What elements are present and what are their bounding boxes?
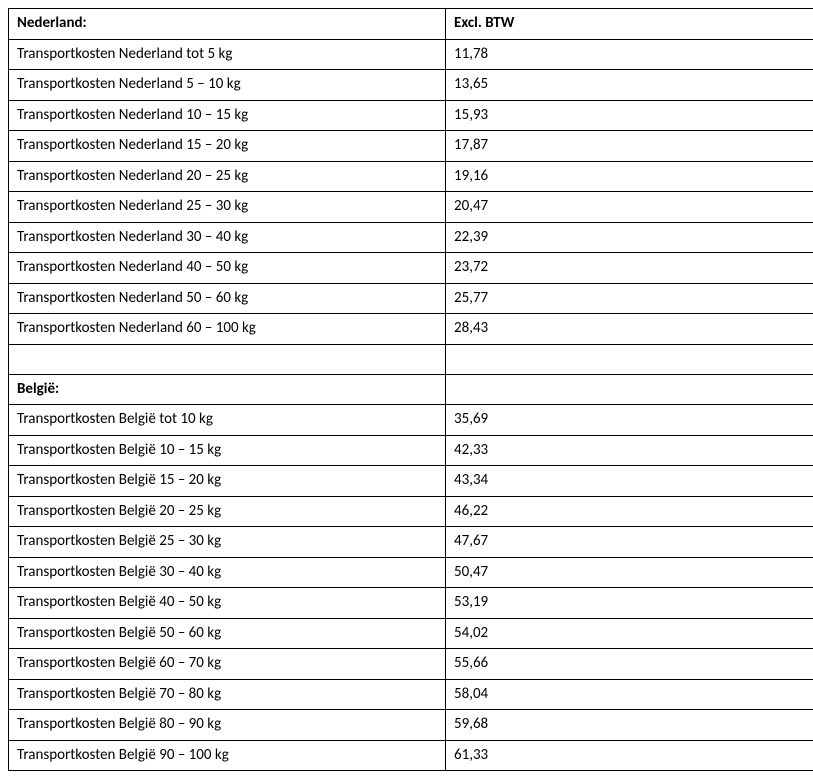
table-row: Transportkosten Nederland 10 – 15 kg15,9… [9, 100, 813, 131]
row-value: 17,87 [446, 131, 813, 162]
row-label: Transportkosten Nederland 25 – 30 kg [9, 192, 446, 223]
table-row: Nederland:Excl. BTW [9, 9, 813, 40]
row-label: Transportkosten België 70 – 80 kg [9, 679, 446, 710]
row-value: 50,47 [446, 557, 813, 588]
section-header-label: Nederland: [9, 9, 446, 40]
row-label: Transportkosten België 30 – 40 kg [9, 557, 446, 588]
row-label: Transportkosten Nederland 5 – 10 kg [9, 70, 446, 101]
row-label: Transportkosten België 90 – 100 kg [9, 740, 446, 771]
spacer-cell [9, 344, 446, 374]
spacer-cell [446, 344, 813, 374]
section-header-value [446, 374, 813, 405]
row-value: 61,33 [446, 740, 813, 771]
row-value: 42,33 [446, 435, 813, 466]
row-label: Transportkosten Nederland 30 – 40 kg [9, 222, 446, 253]
table-row: Transportkosten België 60 – 70 kg55,66 [9, 649, 813, 680]
table-row: Transportkosten België 30 – 40 kg50,47 [9, 557, 813, 588]
table-row: Transportkosten België 15 – 20 kg43,34 [9, 466, 813, 497]
table-row: Transportkosten Nederland 15 – 20 kg17,8… [9, 131, 813, 162]
table-row: Transportkosten België 20 – 25 kg46,22 [9, 496, 813, 527]
table-row: Transportkosten België 70 – 80 kg58,04 [9, 679, 813, 710]
row-value: 58,04 [446, 679, 813, 710]
table-row: Transportkosten België 50 – 60 kg54,02 [9, 618, 813, 649]
row-value: 22,39 [446, 222, 813, 253]
table-row: Transportkosten Nederland 50 – 60 kg25,7… [9, 283, 813, 314]
row-value: 46,22 [446, 496, 813, 527]
row-label: Transportkosten België 20 – 25 kg [9, 496, 446, 527]
row-value: 47,67 [446, 527, 813, 558]
row-label: Transportkosten België 10 – 15 kg [9, 435, 446, 466]
section-header-value: Excl. BTW [446, 9, 813, 40]
row-label: Transportkosten België 40 – 50 kg [9, 588, 446, 619]
table-row: Transportkosten België 10 – 15 kg42,33 [9, 435, 813, 466]
row-label: Transportkosten Nederland 50 – 60 kg [9, 283, 446, 314]
pricing-table-body: Nederland:Excl. BTWTransportkosten Neder… [9, 9, 813, 771]
pricing-table: Nederland:Excl. BTWTransportkosten Neder… [8, 8, 813, 771]
row-value: 59,68 [446, 710, 813, 741]
row-value: 11,78 [446, 39, 813, 70]
row-label: Transportkosten Nederland tot 5 kg [9, 39, 446, 70]
row-value: 19,16 [446, 161, 813, 192]
table-row: Transportkosten België 90 – 100 kg61,33 [9, 740, 813, 771]
table-row: Transportkosten Nederland 60 – 100 kg28,… [9, 314, 813, 345]
row-value: 25,77 [446, 283, 813, 314]
row-label: Transportkosten België 80 – 90 kg [9, 710, 446, 741]
row-value: 23,72 [446, 253, 813, 284]
table-row: Transportkosten Nederland 40 – 50 kg23,7… [9, 253, 813, 284]
row-label: Transportkosten België 25 – 30 kg [9, 527, 446, 558]
row-value: 55,66 [446, 649, 813, 680]
row-label: Transportkosten Nederland 15 – 20 kg [9, 131, 446, 162]
table-row: Transportkosten België 80 – 90 kg59,68 [9, 710, 813, 741]
row-label: Transportkosten Nederland 60 – 100 kg [9, 314, 446, 345]
table-row: Transportkosten Nederland 20 – 25 kg19,1… [9, 161, 813, 192]
table-row: België: [9, 374, 813, 405]
row-value: 15,93 [446, 100, 813, 131]
row-value: 28,43 [446, 314, 813, 345]
row-value: 20,47 [446, 192, 813, 223]
table-row: Transportkosten België tot 10 kg35,69 [9, 405, 813, 436]
row-label: Transportkosten Nederland 40 – 50 kg [9, 253, 446, 284]
table-row: Transportkosten België 25 – 30 kg47,67 [9, 527, 813, 558]
row-value: 43,34 [446, 466, 813, 497]
table-row: Transportkosten Nederland 5 – 10 kg13,65 [9, 70, 813, 101]
row-label: Transportkosten Nederland 20 – 25 kg [9, 161, 446, 192]
table-row: Transportkosten Nederland tot 5 kg11,78 [9, 39, 813, 70]
row-label: Transportkosten België 15 – 20 kg [9, 466, 446, 497]
table-row: Transportkosten België 40 – 50 kg53,19 [9, 588, 813, 619]
section-header-label: België: [9, 374, 446, 405]
row-value: 54,02 [446, 618, 813, 649]
table-row: Transportkosten Nederland 25 – 30 kg20,4… [9, 192, 813, 223]
table-row: Transportkosten Nederland 30 – 40 kg22,3… [9, 222, 813, 253]
row-value: 13,65 [446, 70, 813, 101]
row-label: Transportkosten België tot 10 kg [9, 405, 446, 436]
row-label: Transportkosten België 50 – 60 kg [9, 618, 446, 649]
row-label: Transportkosten België 60 – 70 kg [9, 649, 446, 680]
row-value: 53,19 [446, 588, 813, 619]
row-label: Transportkosten Nederland 10 – 15 kg [9, 100, 446, 131]
table-row [9, 344, 813, 374]
row-value: 35,69 [446, 405, 813, 436]
